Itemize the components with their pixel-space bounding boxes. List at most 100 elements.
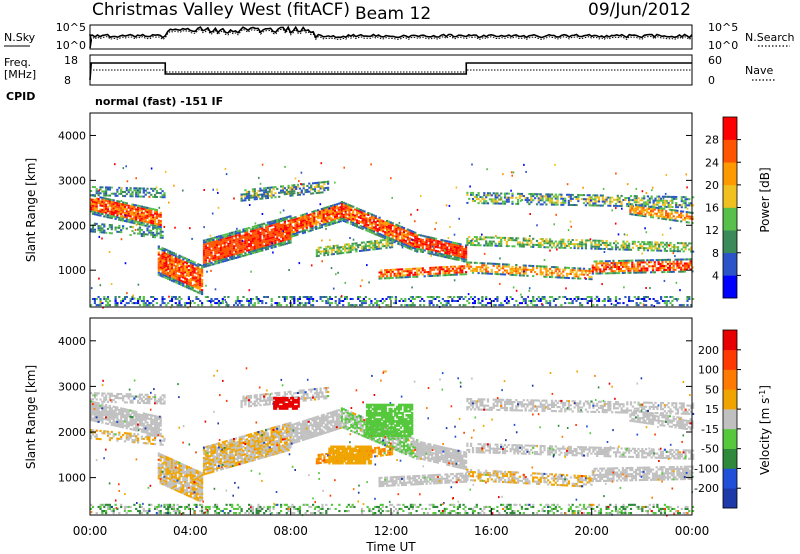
echo-cell	[404, 276, 407, 279]
echo-cell	[106, 296, 110, 298]
echo-cell	[363, 210, 366, 213]
echo-cell	[174, 298, 177, 300]
echo-cell	[159, 222, 162, 224]
echo-cell	[453, 265, 456, 268]
echo-cell	[684, 242, 687, 245]
echo-cell	[327, 245, 330, 248]
echo-cell	[567, 277, 570, 279]
echo-cell	[669, 203, 672, 206]
echo-cell	[597, 239, 601, 242]
echo-cell	[315, 255, 318, 258]
echo-cell	[511, 239, 514, 242]
echo-cell	[246, 249, 249, 252]
echo-cell	[296, 223, 299, 226]
echo-cell	[265, 302, 268, 305]
echo-cell	[666, 268, 670, 271]
echo-cell	[672, 266, 675, 269]
echo-cell	[442, 268, 445, 271]
echo-cell	[97, 229, 100, 232]
echo-cell	[530, 300, 533, 302]
echo-noise	[589, 238, 592, 241]
echo-cell	[442, 243, 445, 246]
echo-cell	[144, 189, 147, 192]
echo-cell	[363, 226, 366, 229]
echo-cell	[214, 236, 217, 239]
echo-cell	[182, 284, 185, 287]
echo-cell	[159, 258, 162, 261]
echo-cell	[395, 274, 398, 277]
echo-cell	[161, 259, 164, 262]
echo-cell	[486, 242, 490, 245]
echo-cell	[449, 296, 452, 298]
echo-cell	[278, 195, 281, 198]
echo-cell	[324, 210, 327, 213]
echo-cell	[397, 224, 400, 227]
echo-cell	[133, 302, 136, 305]
echo-cell	[410, 234, 413, 237]
echo-cell	[579, 194, 582, 197]
echo-cell	[582, 202, 586, 205]
echo-cell	[660, 298, 663, 300]
echo-cell	[324, 212, 327, 215]
echo-cell	[349, 298, 352, 300]
echo-cell	[582, 273, 586, 276]
echo-cell	[249, 234, 253, 237]
echo-cell	[599, 268, 602, 271]
echo-cell	[406, 270, 409, 273]
echo-cell	[423, 269, 426, 272]
echo-cell	[524, 270, 527, 273]
echo-cell	[594, 245, 597, 248]
echo-cell	[280, 242, 283, 245]
echo-cell	[332, 253, 335, 256]
echo-noise	[182, 189, 184, 192]
echo-cell	[334, 296, 337, 298]
echo-cell	[110, 224, 113, 227]
echo-cell	[418, 244, 421, 247]
sky-tick-right-high: 10^5	[708, 21, 738, 34]
echo-cell	[423, 300, 426, 302]
echo-cell	[359, 250, 362, 252]
echo-cell	[138, 217, 142, 220]
echo-cell	[95, 209, 98, 212]
echo-cell	[95, 203, 98, 206]
echo-cell	[240, 247, 243, 250]
echo-cell	[283, 239, 286, 242]
echo-cell	[541, 298, 544, 300]
echo-cell	[560, 203, 563, 206]
echo-cell	[414, 273, 417, 276]
echo-cell	[320, 212, 323, 214]
echo-cell	[342, 203, 345, 206]
echo-cell	[461, 253, 464, 256]
echo-cell	[379, 241, 382, 244]
echo-cell	[425, 237, 428, 240]
echo-cell	[357, 298, 360, 300]
echo-cell	[416, 243, 419, 246]
echo-cell	[628, 244, 631, 247]
echo-cell	[486, 236, 490, 239]
echo-cell	[614, 248, 618, 251]
sky-noise-label: N.Sky	[4, 31, 36, 44]
echo-cell	[174, 279, 177, 282]
echo-cell	[584, 200, 587, 203]
echo-cell	[91, 226, 95, 229]
echo-cell	[569, 302, 572, 305]
echo-cell	[648, 207, 651, 210]
echo-cell	[169, 262, 172, 265]
echo-cell	[223, 239, 226, 242]
echo-noise	[529, 213, 531, 215]
echo-cell	[620, 244, 623, 247]
echo-cell	[289, 194, 292, 197]
echo-cell	[287, 219, 290, 222]
echo-cell	[283, 298, 286, 300]
echo-cell	[380, 229, 383, 232]
echo-cell	[305, 228, 308, 231]
echo-cell	[688, 248, 691, 251]
echo-cell	[379, 300, 382, 302]
echo-noise	[645, 287, 647, 289]
echo-cell	[471, 191, 475, 194]
echo-cell	[569, 298, 572, 300]
echo-cell	[609, 298, 612, 300]
echo-cell	[155, 298, 158, 300]
echo-cell	[305, 214, 308, 217]
echo-noise	[288, 240, 290, 243]
